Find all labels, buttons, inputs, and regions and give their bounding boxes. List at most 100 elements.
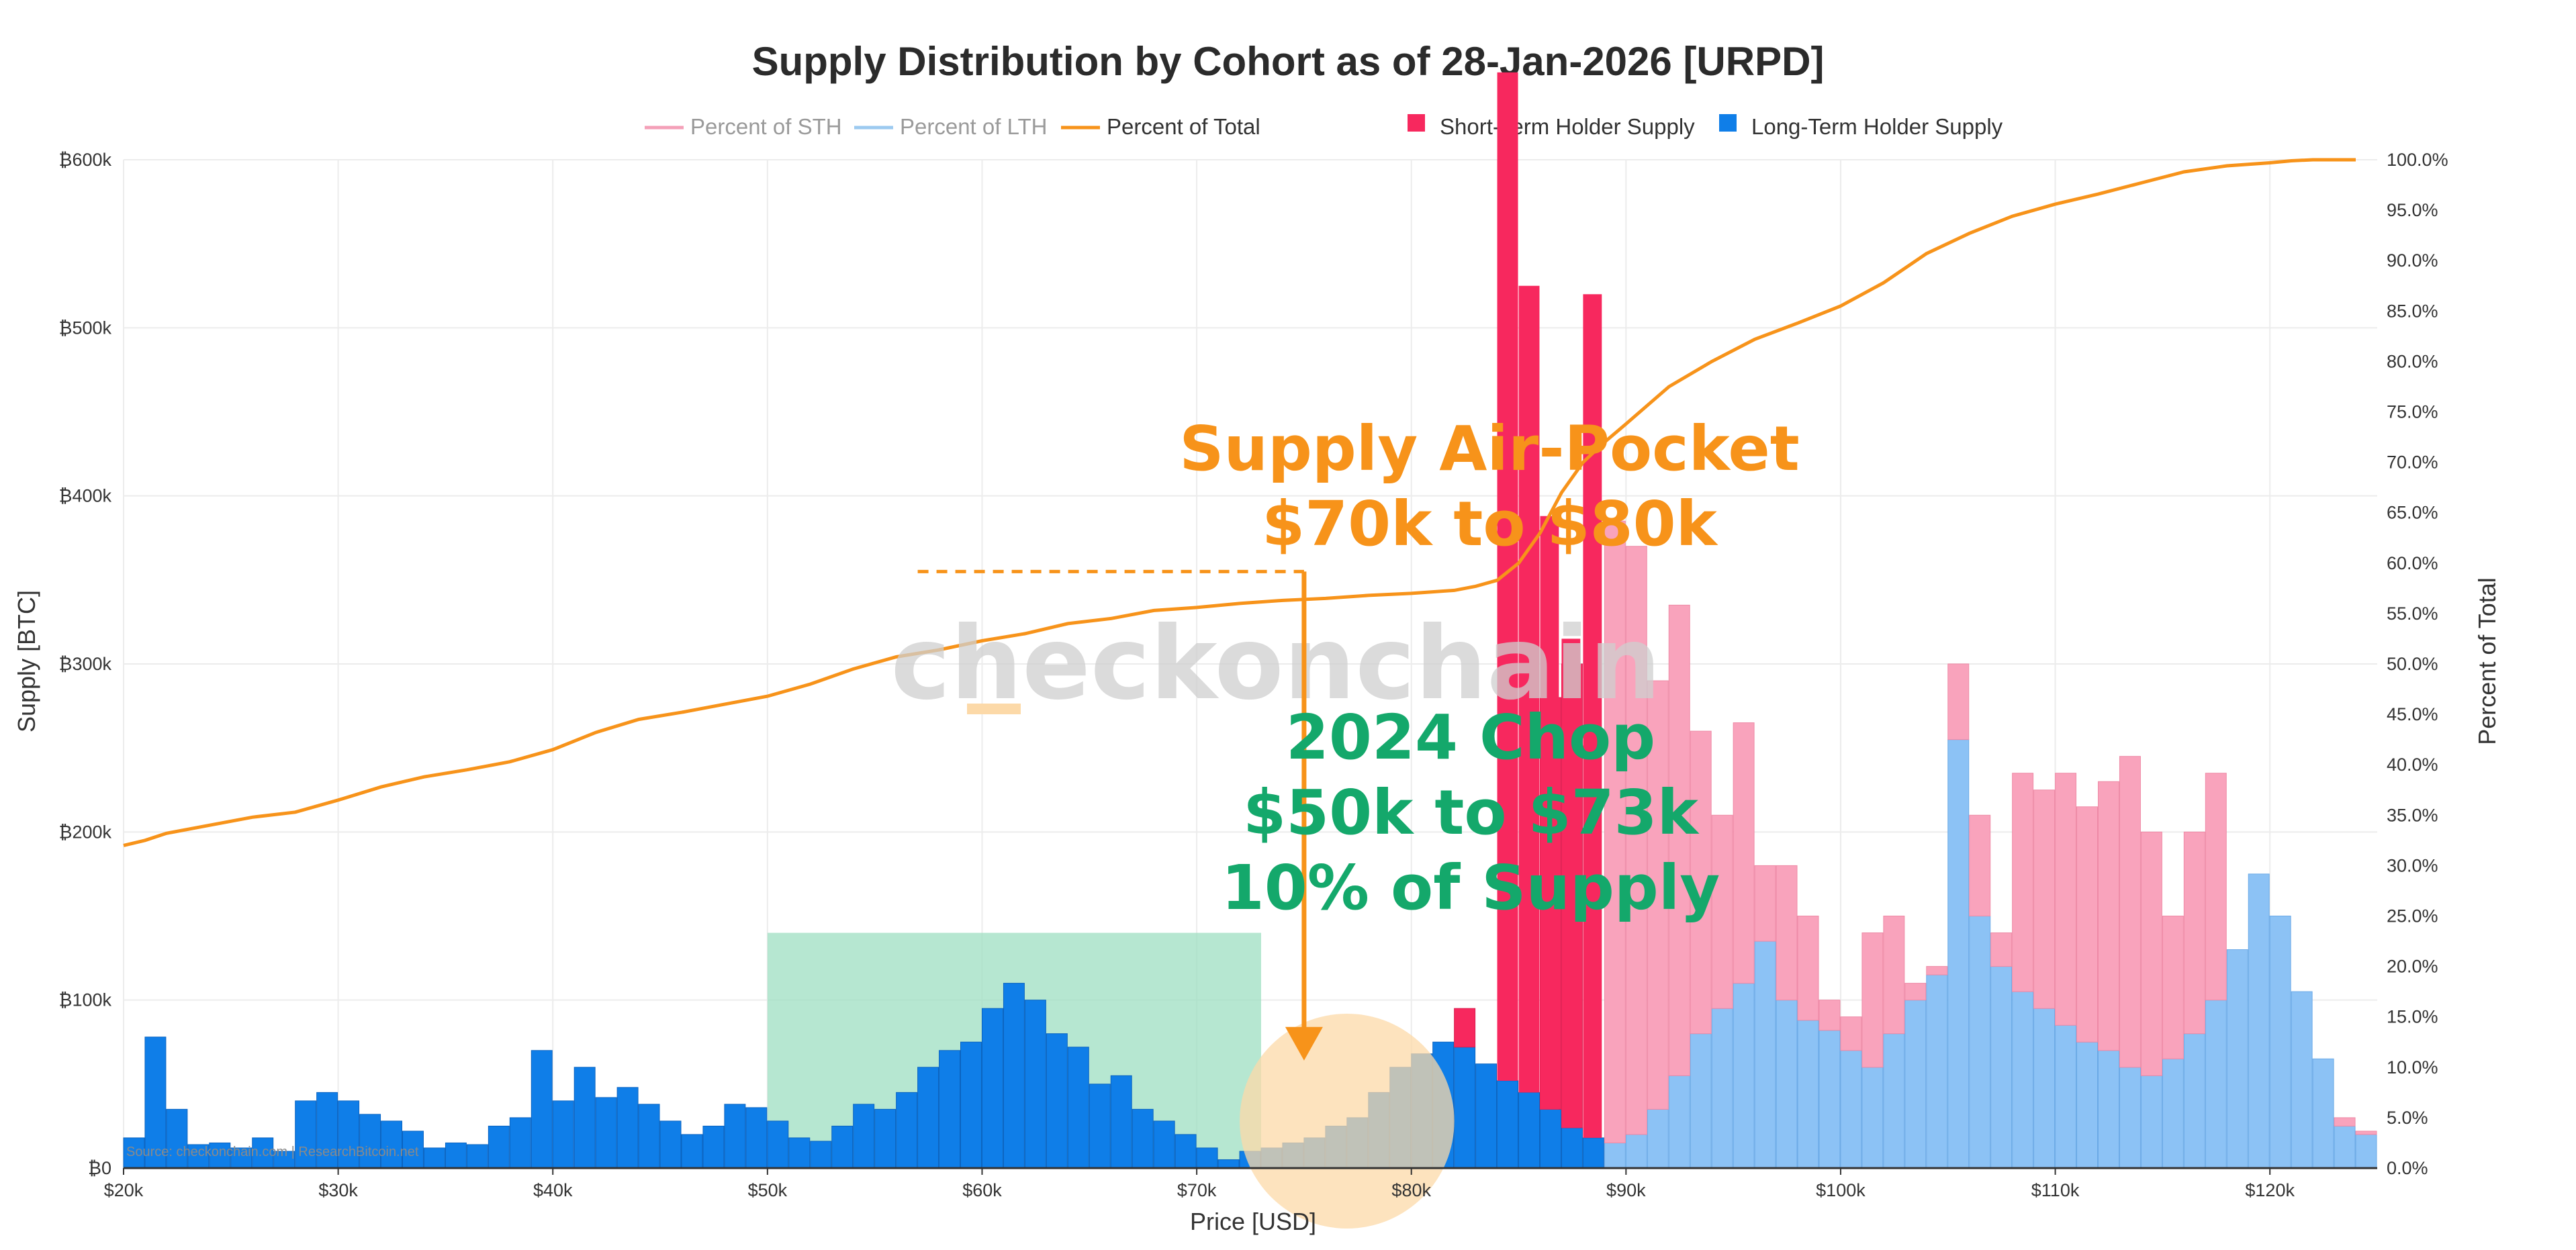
x-tick-label-2: $40k [533, 1180, 573, 1200]
chop-range: $50k to $73k [1243, 777, 1700, 849]
bar-lth-50000 [767, 1120, 789, 1169]
bar-lth-71000 [1217, 1159, 1240, 1169]
y2-axis-title: Percent of Total [2473, 577, 2501, 745]
chart-title: Supply Distribution by Cohort as of 28-J… [752, 39, 1825, 84]
bar-lth-86000 [1539, 1108, 1561, 1169]
bar-lth-43000 [616, 1087, 639, 1169]
bar-sth-stack-89000 [1604, 520, 1626, 1143]
bar-sth-stack-111000 [2076, 806, 2098, 1043]
bar-lth-45000 [659, 1120, 682, 1169]
bar-sth-stack-103000 [1904, 983, 1927, 1001]
y2-tick-label-4: 20.0% [2387, 957, 2438, 977]
bar-sth-stack-108000 [2012, 773, 2034, 992]
y2-tick-label-20: 100.0% [2387, 150, 2448, 170]
bar-lth-57000 [917, 1067, 939, 1169]
bar-sth-stack-98000 [1797, 916, 1819, 1021]
bar-lth-27000 [273, 1151, 295, 1169]
bar-sth-stack-102000 [1883, 916, 1905, 1035]
bar-lth-103000 [1904, 1000, 1927, 1169]
x-tick-label-10: $120k [2245, 1180, 2295, 1200]
bar-lth-62000 [1024, 1000, 1046, 1169]
x-tick-label-3: $50k [748, 1180, 788, 1200]
bar-lth-114000 [2140, 1075, 2162, 1169]
legend-label-2[interactable]: Percent of Total [1107, 114, 1260, 139]
x-tick-label-1: $30k [318, 1180, 358, 1200]
legend-label-1[interactable]: Percent of LTH [900, 114, 1047, 139]
legend-label-4[interactable]: Long-Term Holder Supply [1751, 114, 2003, 139]
bar-lth-67000 [1132, 1108, 1154, 1169]
bar-lth-22000 [166, 1108, 188, 1169]
x-tick-label-9: $110k [2031, 1180, 2080, 1200]
x-tick-label-4: $60k [962, 1180, 1002, 1200]
bar-lth-92000 [1668, 1075, 1690, 1169]
y2-tick-label-11: 55.0% [2387, 604, 2438, 624]
bar-lth-123000 [2334, 1125, 2356, 1169]
bar-sth-stack-112000 [2097, 781, 2119, 1051]
x-axis-title: Price [USD] [1190, 1208, 1316, 1235]
legend-swatch-3 [1408, 114, 1425, 132]
y2-tick-label-5: 25.0% [2387, 906, 2438, 926]
air-pocket-zone [1240, 1014, 1455, 1229]
bar-lth-25000 [230, 1147, 252, 1169]
bar-sth-stack-92000 [1668, 604, 1690, 1076]
x-tick-label-6: $80k [1391, 1180, 1431, 1200]
bar-lth-31000 [359, 1114, 381, 1169]
bar-lth-106000 [1969, 916, 1991, 1169]
y2-tick-label-0: 0.0% [2387, 1158, 2428, 1178]
bar-lth-82000 [1454, 1047, 1476, 1169]
bar-lth-53000 [831, 1125, 854, 1169]
bar-sth-stack-105000 [1947, 663, 1970, 740]
bar-lth-56000 [896, 1092, 918, 1169]
bar-lth-113000 [2119, 1067, 2141, 1169]
bar-lth-52000 [810, 1141, 832, 1169]
legend-label-3[interactable]: Short-Term Holder Supply [1440, 114, 1695, 139]
bar-lth-55000 [874, 1108, 896, 1169]
bar-sth-stack-95000 [1733, 722, 1755, 984]
air-pocket-arrowhead [1285, 1026, 1323, 1061]
bar-lth-42000 [595, 1097, 617, 1169]
bar-lth-54000 [853, 1104, 875, 1169]
x-tick-label-7: $90k [1606, 1180, 1646, 1200]
bar-lth-109000 [2033, 1008, 2056, 1169]
y2-tick-label-12: 60.0% [2387, 553, 2438, 573]
bar-sth-spike-85000 [1518, 521, 1538, 1093]
bar-lth-95000 [1733, 983, 1755, 1169]
bar-lth-121000 [2291, 991, 2313, 1169]
bar-lth-107000 [1990, 966, 2013, 1169]
bar-sth-stack-97000 [1776, 865, 1798, 1001]
y2-tick-label-3: 15.0% [2387, 1007, 2438, 1027]
bar-lth-58000 [939, 1050, 961, 1169]
bar-lth-34000 [423, 1147, 445, 1169]
bar-sth-stack-94000 [1711, 814, 1733, 1009]
bar-lth-29000 [316, 1092, 338, 1169]
bar-lth-32000 [381, 1120, 403, 1169]
bar-lth-39000 [531, 1050, 553, 1169]
bar-lth-66000 [1110, 1075, 1132, 1169]
bar-sth-stack-113000 [2119, 756, 2141, 1068]
y2-tick-label-19: 95.0% [2387, 200, 2438, 220]
bar-sth-spike-86000 [1540, 516, 1559, 1110]
y-tick-label-2: ₿200k [58, 822, 111, 842]
bar-lth-89000 [1604, 1142, 1626, 1169]
bar-lth-108000 [2012, 991, 2034, 1169]
bar-lth-70000 [1196, 1147, 1218, 1169]
bar-lth-118000 [2226, 949, 2248, 1169]
bar-sth-stack-114000 [2140, 831, 2162, 1076]
bar-sth-stack-96000 [1754, 865, 1776, 942]
y2-tick-label-7: 35.0% [2387, 805, 2438, 825]
bar-lth-94000 [1711, 1008, 1733, 1169]
bar-lth-101000 [1861, 1067, 1884, 1169]
legend-label-0[interactable]: Percent of STH [690, 114, 842, 139]
x-axis: $20k $30k $40k $50k $60k $70k $80k $90k $100k $11… [104, 1168, 2295, 1200]
bar-sth-stack-109000 [2033, 789, 2056, 1009]
bar-lth-40000 [552, 1100, 574, 1169]
bar-lth-46000 [681, 1134, 703, 1169]
bar-lth-104000 [1926, 974, 1948, 1169]
chop-share: 10% of Supply [1222, 852, 1720, 924]
bar-lth-122000 [2312, 1058, 2334, 1169]
bar-sth-spike-88000 [1583, 294, 1602, 1138]
y-axis-left: ₿0 ₿100k ₿200k ₿300k ₿400k ₿500k ₿600k [58, 150, 111, 1178]
bar-lth-69000 [1175, 1134, 1197, 1169]
bar-sth-stack-91000 [1647, 680, 1669, 1110]
